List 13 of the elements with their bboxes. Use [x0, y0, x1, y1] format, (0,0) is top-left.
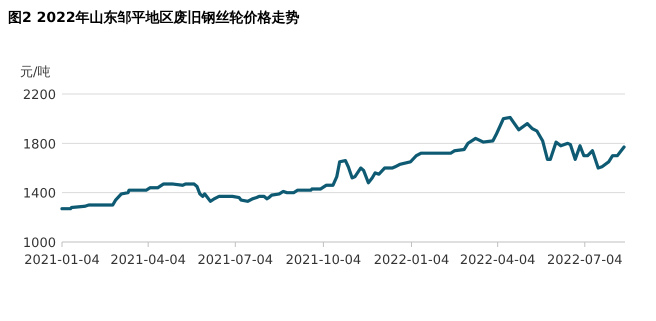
x-tick-label: 2021-07-04 — [198, 253, 274, 268]
y-tick-label: 2200 — [22, 88, 56, 103]
y-tick-label: 1400 — [22, 186, 56, 202]
x-tick-label: 2022-07-04 — [547, 253, 623, 268]
y-tick-label: 1000 — [22, 236, 56, 251]
y-tick-label: 1800 — [22, 137, 56, 152]
title: 图2 2022年山东邹平地区废旧钢丝轮价格走势 — [8, 10, 300, 26]
ylabel: 元/吨 — [20, 65, 50, 80]
x-tick-label: 2021-10-04 — [286, 253, 362, 268]
x-tick-label: 2021-04-04 — [110, 253, 186, 268]
x-tick-label: 2021-01-04 — [24, 253, 100, 268]
x-tick-label: 2022-04-04 — [460, 253, 536, 268]
x-tick-label: 2022-01-04 — [374, 253, 450, 268]
